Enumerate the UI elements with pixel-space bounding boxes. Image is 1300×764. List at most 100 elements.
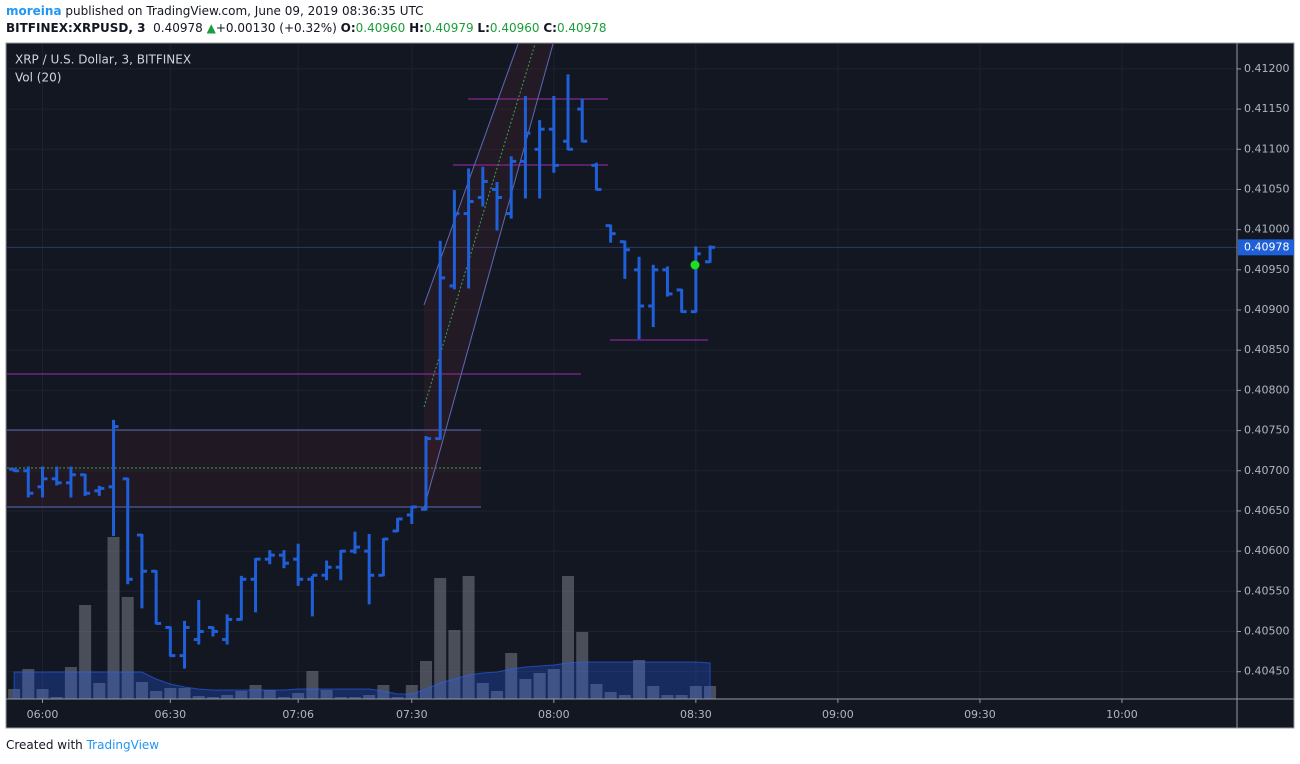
volume-bar (633, 660, 646, 699)
volume-bar (576, 632, 589, 699)
x-tick-label: 09:30 (964, 708, 996, 721)
brand: TradingView (86, 738, 160, 752)
volume-bar (391, 697, 404, 699)
volume-bar (405, 685, 418, 699)
l-label: L: (477, 21, 490, 35)
symbol: BITFINEX:XRPUSD, 3 (6, 21, 146, 35)
c-label: C: (543, 21, 557, 35)
created: Created with (6, 738, 83, 752)
y-tick-label: 0.41100 (1244, 142, 1290, 155)
volume-bar (292, 693, 305, 699)
volume-bar (647, 686, 660, 699)
chart-title: XRP / U.S. Dollar, 3, BITFINEX (15, 53, 191, 67)
x-tick-label: 07:06 (282, 708, 314, 721)
volume-bar (36, 689, 49, 699)
volume-bar (675, 695, 688, 699)
volume-bar (476, 683, 489, 699)
volume-bar (519, 679, 532, 699)
volume-bar (277, 697, 290, 699)
volume-bar (249, 685, 262, 699)
o-label: O: (340, 21, 356, 35)
x-tick-label: 06:30 (154, 708, 186, 721)
volume-bar (377, 685, 390, 699)
volume-ma-area (13, 661, 711, 700)
high: 0.40979 (423, 21, 474, 35)
volume-bar (206, 697, 219, 699)
volume-bar (448, 630, 461, 699)
volume-bar (263, 690, 276, 699)
volume-bar (547, 669, 560, 699)
volume-bar (689, 686, 702, 699)
y-tick-label: 0.40700 (1244, 464, 1290, 477)
x-tick-label: 07:30 (396, 708, 428, 721)
volume-bar (505, 653, 518, 699)
volume-bar (661, 695, 674, 699)
volume-bar (178, 688, 191, 699)
indicator-title: Vol (20) (15, 71, 61, 85)
publish-line: moreina published on TradingView.com, Ju… (6, 4, 424, 18)
volume-bar (618, 695, 631, 699)
volume-bar (320, 690, 333, 699)
y-tick-label: 0.41200 (1244, 62, 1290, 75)
volume-bar (590, 684, 603, 699)
volume-bar (150, 691, 163, 699)
y-tick-label: 0.40900 (1244, 303, 1290, 316)
y-tick-label: 0.40500 (1244, 624, 1290, 637)
published: published on TradingView.com, June 09, 2… (65, 4, 424, 18)
volume-bar (64, 667, 77, 699)
volume-bar (79, 605, 92, 699)
channel-edge (423, 43, 554, 509)
volume-bar (604, 692, 617, 699)
volume-bar (135, 682, 148, 699)
h-label: H: (409, 21, 424, 35)
y-tick-label: 0.41000 (1244, 223, 1290, 236)
volume-bar (491, 691, 504, 699)
volume-bar (235, 691, 248, 699)
y-tick-label: 0.40600 (1244, 544, 1290, 557)
volume-bar (93, 683, 106, 699)
y-tick-label: 0.40850 (1244, 343, 1290, 356)
x-tick-label: 09:00 (822, 708, 854, 721)
volume-bar (462, 576, 475, 699)
footer: Created with TradingView (6, 738, 159, 752)
volume-bar (348, 697, 361, 699)
volume-bar (562, 576, 575, 699)
last: 0.40978 (153, 21, 203, 35)
x-tick-label: 06:00 (27, 708, 59, 721)
x-tick-label: 08:00 (538, 708, 570, 721)
close: 0.40978 (556, 21, 607, 35)
volume-bar (50, 697, 63, 699)
y-tick-label: 0.40450 (1244, 665, 1290, 678)
volume-bar (363, 695, 376, 699)
y-tick-label: 0.40650 (1244, 504, 1290, 517)
last-price-label: 0.40978 (1244, 240, 1290, 253)
quote-line: BITFINEX:XRPUSD, 3 0.40978 ▲+0.00130 (+0… (6, 21, 607, 35)
y-tick-label: 0.40950 (1244, 263, 1290, 276)
x-tick-label: 10:00 (1106, 708, 1138, 721)
volume-bar (533, 673, 546, 699)
change: +0.00130 (+0.32%) (215, 21, 337, 35)
open: 0.40960 (355, 21, 406, 35)
x-tick-label: 08:30 (680, 708, 712, 721)
volume-bar (22, 669, 35, 699)
channel-mid (423, 43, 536, 408)
last-price-box (1238, 239, 1294, 256)
volume-bar (334, 697, 347, 699)
y-tick-label: 0.40800 (1244, 383, 1290, 396)
volume-bar (164, 688, 177, 699)
y-tick-label: 0.41050 (1244, 182, 1290, 195)
arrow: ▲ (206, 21, 216, 35)
pane (5, 42, 1295, 729)
volume-bar (434, 578, 447, 699)
y-tick-label: 0.40550 (1244, 584, 1290, 597)
volume-bar (107, 537, 120, 699)
volume-bar (419, 661, 432, 699)
y-tick-label: 0.40750 (1244, 424, 1290, 437)
marker (690, 260, 700, 270)
volume-bar (306, 671, 319, 699)
low: 0.40960 (489, 21, 540, 35)
user: moreina (6, 4, 62, 18)
volume-bar (221, 695, 234, 699)
